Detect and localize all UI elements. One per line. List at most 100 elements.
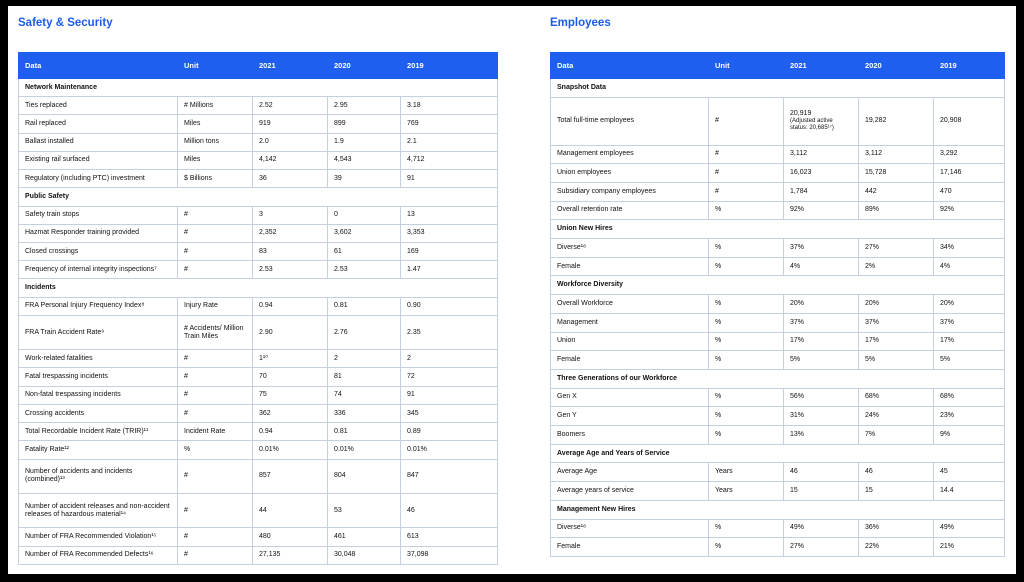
cell: # (177, 492, 253, 529)
cell: # (177, 223, 253, 243)
cell: 20% (858, 294, 934, 314)
cell: # (177, 260, 253, 280)
cell: 22% (858, 537, 934, 557)
cell: 37% (783, 312, 859, 333)
section-row: Public Safety (18, 187, 498, 207)
cell: 7% (858, 425, 934, 445)
row-label: Closed crossings (18, 241, 178, 262)
cell: 847 (400, 458, 498, 495)
cell: 91 (400, 385, 498, 405)
data-row: Frequency of internal integrity inspecti… (18, 260, 498, 280)
row-label: Number of FRA Recommended Defects¹⁶ (18, 545, 178, 566)
cell: 21% (933, 537, 1005, 557)
cell: 20% (933, 294, 1005, 314)
cell: % (708, 312, 784, 333)
data-row: Subsidiary company employees #1,784 442 470 (550, 181, 1005, 202)
data-row: Union% 17% 17% 17% (550, 331, 1005, 352)
cell: 13% (783, 425, 859, 445)
data-row: Gen X% 56% 68% 68% (550, 387, 1005, 408)
data-row: Management% 37% 37% 37% (550, 312, 1005, 333)
row-label: Hazmat Responder training provided (18, 223, 178, 243)
cell: 1.9 (327, 132, 401, 152)
column-header: Data (550, 52, 709, 79)
data-row: Average years of service Years 15 15 14.4 (550, 481, 1005, 501)
cell: 36% (858, 518, 934, 539)
cell: 2.53 (252, 260, 328, 280)
cell: 20,908 (933, 96, 1005, 146)
section-row: Snapshot Data (550, 78, 1005, 98)
cell: % (708, 331, 784, 352)
section-row: Workforce Diversity (550, 275, 1005, 296)
cell: 20,919 (Adjusted active status: 20,685¹⁷) (783, 96, 859, 146)
cell: % (708, 256, 784, 277)
cell: 2% (858, 256, 934, 277)
cell-note: (Adjusted active status: 20,685¹⁷) (790, 118, 834, 132)
cell: 91 (400, 169, 498, 189)
data-row: Diverse¹⁸% 37% 27% 34% (550, 238, 1005, 258)
cell: 45 (933, 462, 1005, 483)
cell: 2.35 (400, 314, 498, 351)
row-label: Gen Y (550, 406, 709, 427)
cell: 0.01% (400, 440, 498, 460)
data-row: Number of accident releases and non-acci… (18, 492, 498, 529)
data-row: Number of FRA Recommended Defects¹⁶ #27,1… (18, 545, 498, 566)
cell: Incident Rate (177, 422, 253, 442)
cell: # (177, 403, 253, 424)
row-label: Average Age (550, 462, 709, 483)
cell: 15 (783, 481, 859, 501)
section-row: Average Age and Years of Service (550, 443, 1005, 464)
cell: 3.18 (400, 96, 498, 116)
data-row: Boomers% 13% 7% 9% (550, 425, 1005, 445)
cell: # (708, 144, 784, 165)
row-label: Female (550, 256, 709, 277)
cell: 0 (327, 205, 401, 225)
data-row: Total full-time employees #20,919 (Adjuste… (550, 96, 1005, 146)
data-row: Fatality Rate¹²% 0.01% 0.01% 0.01% (18, 440, 498, 460)
cell: 44 (252, 492, 328, 529)
cell: 49% (933, 518, 1005, 539)
header-row: Data Unit 2021 2020 2019 (550, 52, 1005, 79)
row-label: Total full-time employees (550, 96, 709, 146)
cell: 39 (327, 169, 401, 189)
cell: 4,712 (400, 150, 498, 171)
cell: 5% (783, 350, 859, 370)
employees-table: Data Unit 2021 2020 2019 Snapshot Data Total f… (550, 52, 1005, 557)
cell: 5% (858, 350, 934, 370)
cell: % (708, 537, 784, 557)
row-label: Existing rail surfaced (18, 150, 178, 171)
cell: Miles (177, 114, 253, 134)
section-row: Management New Hires (550, 499, 1005, 520)
cell: 0.94 (252, 296, 328, 316)
section-row: Three Generations of our Workforce (550, 368, 1005, 389)
cell: 470 (933, 181, 1005, 202)
cell: 92% (783, 200, 859, 221)
cell: Years (708, 462, 784, 483)
data-row: Non-fatal trespassing incidents #75 74 91 (18, 385, 498, 405)
column-header: 2020 (327, 52, 401, 79)
cell: 74 (327, 385, 401, 405)
data-row: Rail replaced Miles 919 899 769 (18, 114, 498, 134)
row-label: Female (550, 537, 709, 557)
cell: 83 (252, 241, 328, 262)
row-label: Female (550, 350, 709, 370)
cell: # (177, 527, 253, 547)
cell: # (177, 241, 253, 262)
data-row: Overall retention rate% 92% 89% 92% (550, 200, 1005, 221)
row-label: Management (550, 312, 709, 333)
cell: % (708, 294, 784, 314)
cell: # (177, 545, 253, 566)
row-label: Boomers (550, 425, 709, 445)
cell: 919 (252, 114, 328, 134)
cell: % (708, 406, 784, 427)
data-row: Management employees #3,112 3,112 3,292 (550, 144, 1005, 165)
cell: # Millions (177, 96, 253, 116)
cell: 336 (327, 403, 401, 424)
section-title: Union New Hires (550, 219, 1005, 240)
row-label: Number of accident releases and non-acci… (18, 492, 178, 529)
cell: 27,135 (252, 545, 328, 566)
cell: 27% (783, 537, 859, 557)
data-row: Safety train stops #3 0 13 (18, 205, 498, 225)
section-title: Management New Hires (550, 499, 1005, 520)
section-title: Network Maintenance (18, 77, 498, 98)
section-title: Safety & Security (18, 17, 113, 29)
